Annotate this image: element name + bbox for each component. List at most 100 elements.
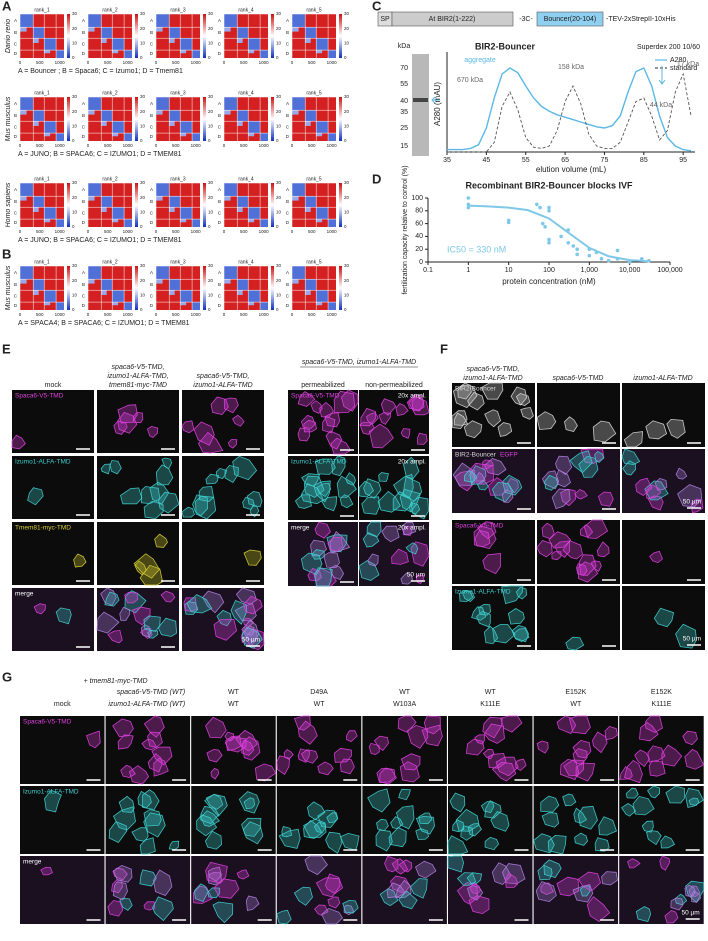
cell <box>632 795 655 816</box>
gel-lane <box>412 54 429 156</box>
pae-block <box>20 183 34 197</box>
pae-block <box>237 110 249 122</box>
data-point <box>466 202 471 207</box>
cell <box>572 739 592 759</box>
micrograph <box>622 383 705 447</box>
pae-block <box>88 27 95 32</box>
band-arrow <box>431 96 440 104</box>
label: 1000 <box>123 229 134 234</box>
micrograph <box>622 586 705 650</box>
label: 500 <box>36 143 44 148</box>
pae-block <box>237 207 243 212</box>
micrograph <box>448 786 533 854</box>
cell <box>573 807 588 824</box>
label: A <box>14 270 17 275</box>
cell <box>321 907 344 925</box>
label: C <box>14 293 18 298</box>
pae-block <box>180 133 187 137</box>
label: 30 <box>72 180 78 185</box>
pae-block <box>88 110 95 115</box>
label: spaca6-V5-TMD, <box>112 364 165 371</box>
label: C <box>150 41 154 46</box>
cell <box>577 561 599 583</box>
colorbar <box>203 14 206 58</box>
label: rank_5 <box>306 90 322 96</box>
pae-block <box>180 302 187 306</box>
label: C <box>150 210 154 215</box>
cell <box>597 491 614 507</box>
cell <box>206 748 223 763</box>
cell <box>202 590 225 614</box>
label: K111E <box>480 701 500 708</box>
panel-letter: E <box>2 341 11 356</box>
label: 85 <box>640 157 648 164</box>
cell <box>577 805 598 830</box>
label: rank_2 <box>102 90 118 96</box>
cell <box>641 820 654 833</box>
pae-block <box>44 133 51 137</box>
cell <box>161 457 173 470</box>
cell <box>225 735 242 751</box>
label: 10 <box>72 210 78 215</box>
cell <box>621 448 641 466</box>
cell <box>415 860 437 879</box>
label: rank_3 <box>170 7 186 13</box>
pae-block <box>316 50 323 54</box>
cell <box>627 858 641 869</box>
pae-block <box>101 38 107 43</box>
label: 1000 <box>191 60 202 65</box>
cell <box>184 601 199 615</box>
cell <box>149 481 170 505</box>
cell <box>324 411 341 428</box>
label: 500 <box>308 143 316 148</box>
label: izumo1-ALFA-TMD <box>193 382 252 389</box>
cell <box>482 716 503 739</box>
cell <box>463 469 478 483</box>
label: A <box>82 101 85 106</box>
label: rank_2 <box>102 7 118 13</box>
label: spaca6-V5-TMD, izumo1-ALFA-TMD <box>302 359 416 366</box>
label: 20x ampl. <box>398 459 426 466</box>
label: 30 <box>208 11 214 16</box>
label: 20 <box>208 109 214 114</box>
cell <box>395 879 412 899</box>
cell <box>574 832 588 846</box>
label: B <box>150 282 153 287</box>
cell <box>482 553 501 575</box>
label: B <box>14 199 17 204</box>
cell <box>205 716 227 739</box>
cell <box>393 473 414 500</box>
construct-box <box>391 11 514 27</box>
label: E152K <box>565 689 586 696</box>
pae-block <box>292 196 299 201</box>
data-point <box>627 260 632 264</box>
cell <box>297 748 310 763</box>
label: B <box>14 113 17 118</box>
label: 20 <box>72 195 78 200</box>
cell <box>467 392 485 411</box>
pae-block <box>112 133 119 137</box>
micrograph <box>182 522 264 585</box>
label: 20 <box>344 278 350 283</box>
cell <box>283 748 294 760</box>
label: 95 <box>679 157 687 164</box>
label: 100 <box>543 267 555 274</box>
pae-block <box>88 266 102 280</box>
label: 158 kDa <box>558 64 584 71</box>
cell <box>515 586 528 600</box>
label: D <box>82 220 86 225</box>
label: 50 µm <box>681 910 699 917</box>
cell <box>246 491 263 508</box>
pae-block <box>101 121 107 126</box>
label: A <box>14 101 17 106</box>
cell <box>186 594 213 614</box>
label: A <box>286 101 289 106</box>
series-line <box>447 67 692 152</box>
cell <box>378 412 392 425</box>
cell <box>139 837 156 855</box>
cell <box>375 829 393 852</box>
cell <box>462 590 476 602</box>
pae-block <box>124 50 132 58</box>
label: 0 <box>155 229 158 234</box>
label: 30 <box>276 263 282 268</box>
